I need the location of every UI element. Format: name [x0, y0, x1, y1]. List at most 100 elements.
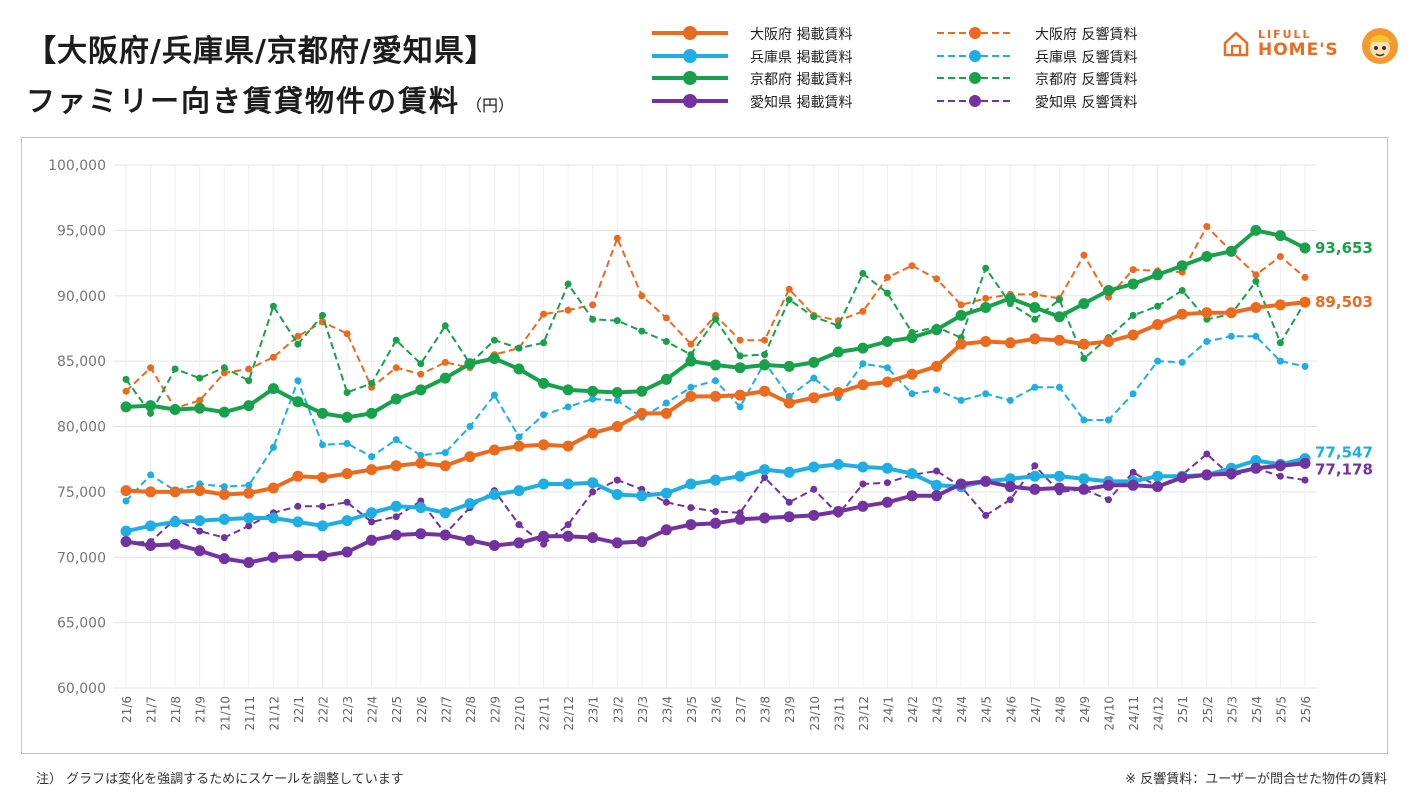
data-point [957, 301, 965, 309]
legend-line-aichi-listed [652, 94, 728, 108]
data-point [660, 524, 672, 536]
data-point [196, 527, 204, 535]
x-tick-label: 22/11 [538, 696, 552, 731]
data-point [613, 476, 621, 484]
data-point [120, 536, 132, 548]
data-point [488, 444, 500, 456]
data-point [292, 396, 304, 408]
y-tick-label: 65,000 [57, 616, 106, 632]
data-point [660, 373, 672, 385]
x-tick-label: 23/4 [660, 696, 674, 723]
chart-area: 60,000 65,000 70,000 75,000 80,000 85,000 90,0… [21, 137, 1388, 754]
data-point [1152, 481, 1164, 493]
data-point [145, 540, 157, 551]
x-tick-label: 23/1 [587, 696, 601, 723]
data-point [1250, 462, 1262, 474]
data-point [1203, 223, 1211, 230]
data-point [587, 385, 599, 397]
data-point [1276, 339, 1284, 347]
data-point [562, 530, 574, 542]
logo-text-top: LIFULL [1258, 28, 1312, 41]
legend-line-aichi-inquiry [937, 95, 1013, 107]
x-tick-label: 21/11 [243, 696, 257, 731]
data-point [1299, 457, 1311, 469]
data-point [759, 464, 771, 476]
data-point [982, 264, 990, 272]
data-point [145, 400, 157, 412]
data-point [712, 315, 719, 323]
data-point [857, 379, 869, 391]
data-point [710, 390, 721, 402]
data-point [734, 470, 746, 482]
data-point [1276, 253, 1284, 260]
data-point [1129, 390, 1137, 398]
data-point [317, 550, 328, 562]
data-point [515, 344, 523, 352]
data-point [660, 407, 672, 419]
data-point [1006, 496, 1014, 504]
data-point [1127, 278, 1139, 290]
data-point [439, 529, 451, 541]
data-point [243, 557, 255, 568]
data-point [392, 513, 400, 521]
legend-line-kyoto-listed [652, 71, 728, 85]
legend-label: 京都府 反響賃料 [1035, 72, 1138, 88]
data-point [587, 427, 599, 439]
data-point [294, 332, 302, 340]
data-point [292, 516, 304, 528]
end-value-label: 77,547 [1315, 444, 1373, 462]
data-point [859, 270, 867, 277]
data-point [269, 443, 277, 451]
data-point [881, 496, 893, 508]
data-point [982, 294, 990, 302]
data-point [392, 336, 400, 344]
data-point [736, 352, 744, 360]
data-point [906, 490, 918, 502]
data-point [169, 538, 181, 550]
data-point [685, 519, 697, 531]
legend-label: 愛知県 反響賃料 [1035, 95, 1138, 111]
data-point [955, 338, 967, 350]
data-point [883, 273, 891, 281]
data-point [368, 379, 376, 387]
data-point [245, 481, 253, 489]
data-point [538, 478, 550, 490]
legend-label: 愛知県 掲載賃料 [750, 95, 853, 111]
logo-text-bottom: HOME'S [1258, 40, 1339, 60]
data-point [636, 407, 648, 419]
data-point [1029, 483, 1041, 495]
data-point [415, 384, 427, 396]
chart-legend: 大阪府 掲載賃料 兵庫県 掲載賃料 京都府 掲載賃料 愛知県 掲載賃料 大阪府 … [650, 20, 1170, 116]
data-point [980, 302, 992, 313]
data-point [1006, 396, 1014, 404]
data-point [145, 520, 157, 532]
data-point [759, 385, 771, 397]
data-point [392, 364, 400, 372]
data-point [1225, 307, 1237, 319]
data-point [687, 340, 695, 348]
line-chart: 60,000 65,000 70,000 75,000 80,000 85,000 90,0… [48, 158, 1373, 731]
legend-line-hyogo-listed [652, 49, 728, 63]
data-point [488, 540, 500, 551]
data-point [540, 339, 548, 347]
data-point [1080, 355, 1088, 362]
data-point [1078, 473, 1090, 485]
data-point [218, 489, 230, 500]
data-point [1274, 230, 1286, 242]
data-point [1276, 472, 1284, 480]
data-point [1274, 460, 1286, 472]
data-point [220, 369, 228, 377]
data-point [810, 374, 818, 382]
data-point [662, 399, 670, 407]
x-tick-label: 23/9 [783, 696, 797, 723]
data-point [687, 504, 695, 512]
data-point [218, 406, 230, 418]
x-tick-label: 25/5 [1274, 696, 1288, 723]
data-point [540, 310, 548, 318]
data-point [589, 488, 597, 496]
data-point [243, 487, 255, 499]
x-tick-label: 23/7 [734, 696, 748, 723]
y-tick-label: 70,000 [57, 550, 106, 566]
data-point [736, 403, 744, 411]
data-point [1055, 296, 1063, 304]
